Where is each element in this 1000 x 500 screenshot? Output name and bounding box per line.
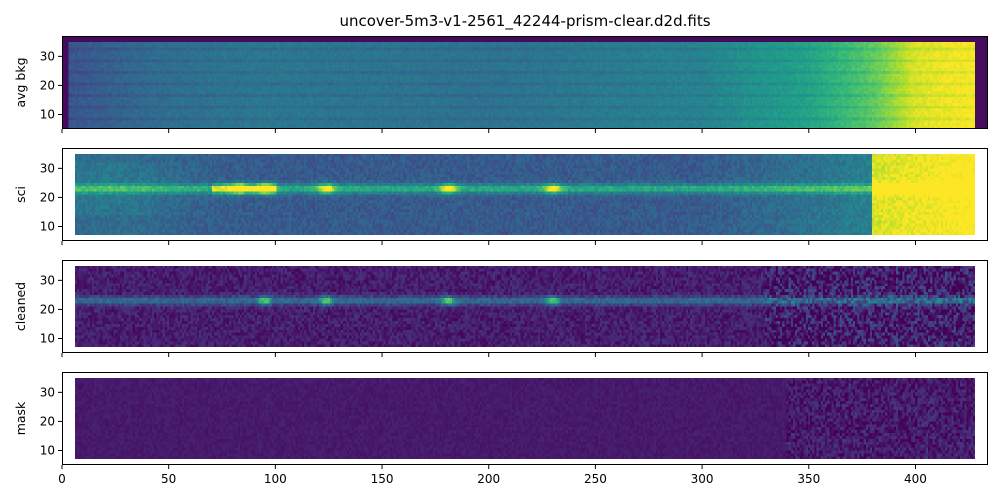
x-axis: 0 50 100 150 200 250 300 350 400 [58,472,927,486]
panel-frame [62,372,988,465]
x-tick-label: 250 [584,472,607,486]
y-tick-label: 30 [40,49,55,63]
y-axis-label: cleaned [13,282,28,331]
panel-avg-bkg: 10 20 30 avg bkg [13,36,988,133]
y-axis-label: mask [13,401,28,435]
heatmap-image [62,372,988,465]
x-tick-label: 100 [264,472,287,486]
y-axis-label: avg bkg [13,57,28,107]
panel-sci: 10 20 30 sci [13,148,988,245]
chart-title: uncover-5m3-v1-2561_42244-prism-clear.d2… [339,12,710,31]
y-tick-label: 30 [40,385,55,399]
panel-frame [62,260,988,353]
y-tick-label: 20 [40,414,55,428]
x-tick-label: 400 [904,472,927,486]
x-tick-label: 200 [477,472,500,486]
panels-group: 10 20 30 avg bkg 10 20 30 sci 10 20 30 cleaned 10 20 3… [13,36,988,469]
heatmap-image [62,148,988,241]
y-axis-label: sci [13,186,28,203]
y-tick-label: 10 [40,219,55,233]
y-tick-label: 20 [40,78,55,92]
y-tick-label: 10 [40,107,55,121]
x-tick-label: 300 [691,472,714,486]
x-tick-label: 50 [161,472,176,486]
panel-mask: 10 20 30 mask [13,372,988,469]
y-tick-label: 20 [40,190,55,204]
x-tick-label: 0 [58,472,66,486]
x-tick-label: 150 [371,472,394,486]
heatmap-image [62,36,988,129]
x-tick-label: 350 [797,472,820,486]
y-tick-label: 10 [40,331,55,345]
y-tick-label: 30 [40,161,55,175]
y-tick-label: 30 [40,273,55,287]
panel-frame [62,148,988,241]
panel-cleaned: 10 20 30 cleaned [13,260,988,357]
y-tick-label: 10 [40,443,55,457]
heatmap-image [62,260,988,353]
panel-frame [62,36,988,129]
y-tick-label: 20 [40,302,55,316]
